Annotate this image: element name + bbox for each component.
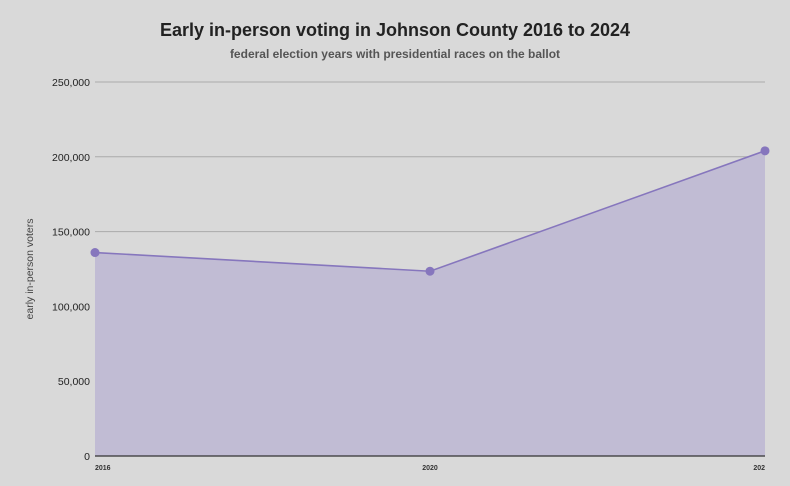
data-points: [90, 146, 770, 276]
y-tick-label: 250,000: [52, 77, 90, 89]
chart-subtitle: federal election years with presidential…: [229, 47, 561, 61]
data-point: [760, 146, 770, 156]
y-tick-label: 200,000: [52, 152, 90, 164]
data-point: [425, 266, 435, 276]
x-tick-label: 2020: [422, 465, 438, 472]
chart-title: Early in-person voting in Johnson County…: [159, 20, 631, 40]
series-area-fill: [95, 150, 765, 457]
y-tick-label: 100,000: [52, 301, 90, 313]
x-tick-label: 2016: [95, 465, 111, 472]
x-tick-label: 202: [753, 465, 765, 472]
y-tick-label: 0: [84, 451, 90, 463]
data-point: [90, 248, 100, 258]
y-tick-label: 150,000: [52, 227, 90, 239]
y-tick-label: 50,000: [58, 376, 90, 388]
y-axis-ticks: 0 50,000 100,000 150,000 200,000 250,000: [52, 77, 90, 463]
x-axis-ticks: 2016 2020 202: [95, 465, 765, 472]
